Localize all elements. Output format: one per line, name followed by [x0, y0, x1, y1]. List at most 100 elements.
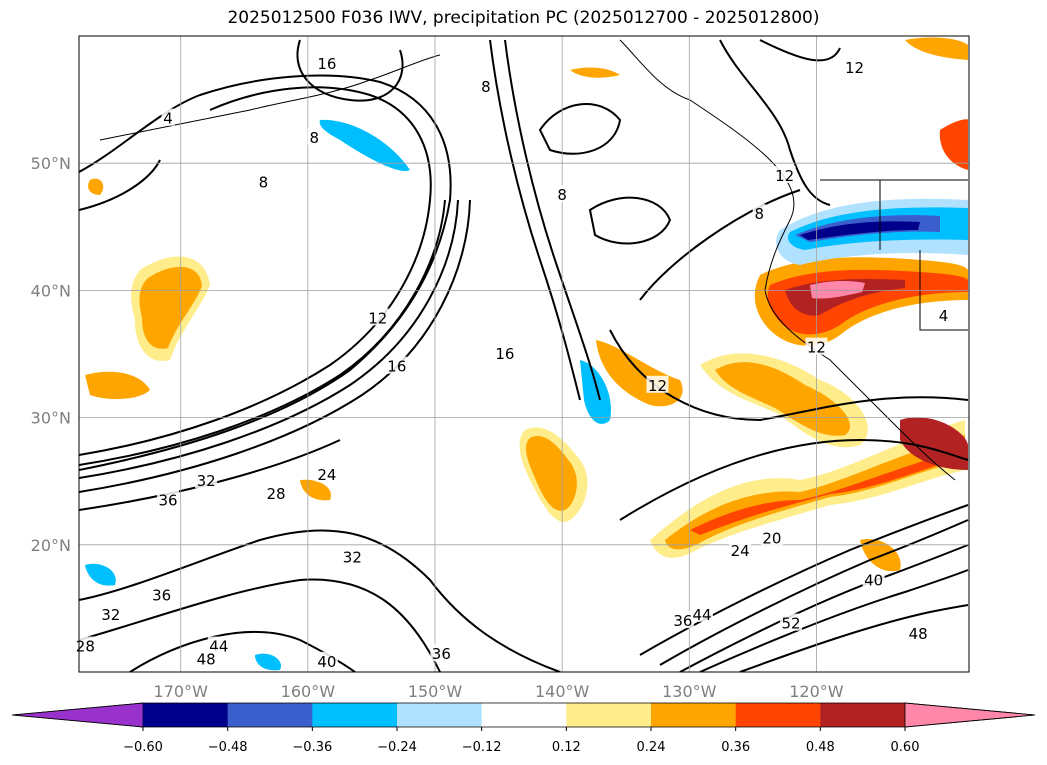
contour-label-background [671, 611, 694, 629]
colorbar-tick-label: 0.60 [891, 740, 920, 755]
longitude-tick-label: 150°W [408, 682, 463, 700]
contour-label: 8 [557, 186, 567, 204]
contour-label: 36 [432, 645, 451, 663]
colorbar-segment [566, 703, 652, 727]
colorbar-tick-label: −0.36 [292, 740, 332, 755]
contour-label: 28 [267, 485, 286, 503]
latitude-tick-label: 50°N [31, 154, 71, 173]
contour-label: 8 [754, 205, 764, 223]
colorbar-tick-label: 0.24 [637, 740, 666, 755]
contour-label-background [691, 604, 713, 622]
coastlines [99, 39, 968, 481]
contour-label-background [315, 464, 338, 482]
contour-label-background [341, 547, 364, 565]
contour-label-background [265, 483, 288, 501]
contour-label-background [307, 127, 321, 145]
contour-label: 36 [673, 612, 692, 630]
contour-label: 20 [762, 529, 781, 547]
contour-label-background [256, 172, 270, 190]
colorbar-segment [143, 703, 229, 727]
colorbar-segment [651, 703, 737, 727]
contour-label-background [862, 570, 885, 588]
contour-label: 28 [76, 638, 95, 656]
contour-label: 8 [259, 173, 269, 191]
contour-label-background [773, 165, 796, 183]
contour-label: 12 [648, 377, 667, 395]
contour-label-background [74, 636, 97, 654]
contour-label-background [385, 356, 408, 374]
colorbar-segment [227, 703, 313, 727]
contour-label: 4 [939, 307, 949, 325]
contour-label-background [907, 623, 930, 641]
contour-label: 40 [317, 653, 336, 671]
contour-label-background [315, 651, 338, 669]
contour-label: 24 [317, 466, 336, 484]
contour-label-background [555, 185, 569, 202]
colorbar-segment [820, 703, 906, 727]
latitude-tick-label: 40°N [31, 281, 71, 300]
contour-label-background [780, 613, 802, 631]
contour-label-background [843, 57, 866, 75]
colorbar-segment [735, 703, 821, 727]
colorbar-segment [397, 703, 483, 727]
contour-label: 36 [158, 491, 177, 509]
contour-label-background [99, 604, 122, 622]
contour-label-background [366, 308, 389, 326]
contour-label-background [195, 649, 218, 667]
contour-label-background [937, 305, 951, 323]
contour-label-background [760, 528, 783, 546]
contour-label-background [479, 76, 493, 94]
longitude-tick-label: 160°W [281, 682, 336, 700]
chart-title: 2025012500 F036 IWV, precipitation PC (2… [227, 8, 820, 28]
contour-label: 48 [909, 625, 928, 643]
colorbar-outline [11, 702, 1036, 728]
contour-label-background [752, 204, 766, 222]
contour-label-background [729, 541, 752, 559]
contour-label: 16 [317, 55, 336, 73]
colorbar-segment [312, 703, 398, 727]
map-background [79, 36, 969, 672]
longitude-tick-label: 130°W [662, 682, 717, 700]
contour-label: 16 [387, 358, 406, 376]
colorbar-segment [481, 703, 567, 727]
longitude-tick-label: 170°W [154, 682, 209, 700]
latitude-ticks: 20°N 30°N 40°N 50°N [31, 154, 71, 555]
contour-label: 12 [807, 339, 826, 357]
contour-label: 12 [368, 309, 387, 327]
iwv-contours [79, 39, 969, 672]
colorbar-tick-label: 0.48 [806, 740, 835, 755]
map-frame [78, 35, 970, 673]
latitude-tick-label: 20°N [31, 536, 71, 555]
contour-label: 32 [197, 472, 216, 490]
contour-label-background [430, 644, 453, 662]
contour-label-background [315, 53, 338, 71]
longitude-ticks: 170°W 160°W 150°W 140°W 130°W 120°W [154, 682, 844, 700]
contour-label: 36 [152, 587, 171, 605]
contour-label: 8 [481, 78, 491, 96]
colorbar-tick-label: −0.24 [377, 740, 417, 755]
contour-label: 32 [343, 549, 362, 567]
precip-shading [85, 37, 968, 671]
contour-label: 52 [781, 615, 800, 633]
contour-label: 16 [495, 345, 514, 363]
contour-label: 44 [692, 606, 711, 624]
colorbar-tick-label: 0.36 [721, 740, 750, 755]
latitude-tick-label: 30°N [31, 409, 71, 428]
graticule [79, 36, 969, 672]
contour-label: 8 [309, 129, 319, 147]
contour-label: 40 [864, 571, 883, 589]
colorbar-tick-label: −0.60 [123, 740, 163, 755]
contour-label: 4 [163, 110, 173, 128]
colorbar-under-extension [11, 702, 144, 728]
colorbar-over-extension [904, 702, 1036, 728]
contour-label: 12 [845, 59, 864, 77]
contour-label-background [646, 375, 669, 393]
colorbar-tick-label: −0.12 [462, 740, 502, 755]
contour-label-background [493, 344, 516, 361]
contour-label-background [150, 585, 173, 603]
contour-label: 32 [101, 606, 120, 624]
contour-label-background [157, 490, 179, 508]
longitude-tick-label: 120°W [789, 682, 844, 700]
